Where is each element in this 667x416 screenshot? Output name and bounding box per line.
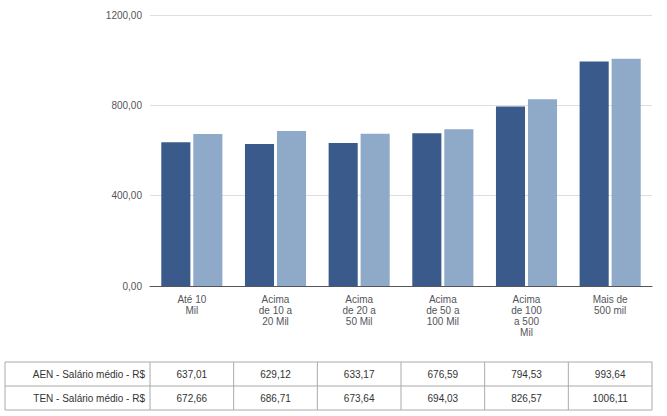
svg-text:Até 10: Até 10	[177, 294, 206, 305]
svg-text:Acima: Acima	[513, 294, 541, 305]
svg-text:de 100: de 100	[511, 305, 542, 316]
svg-text:629,12: 629,12	[260, 369, 291, 380]
svg-text:1006,11: 1006,11	[592, 393, 628, 404]
svg-text:672,66: 672,66	[177, 393, 208, 404]
svg-text:100 Mil: 100 Mil	[427, 316, 459, 327]
svg-text:TEN - Salário médio - R$: TEN - Salário médio - R$	[33, 393, 145, 404]
svg-text:Acima: Acima	[345, 294, 373, 305]
svg-text:1200,00: 1200,00	[106, 10, 143, 21]
svg-text:633,17: 633,17	[344, 369, 375, 380]
svg-text:Mais de: Mais de	[593, 294, 628, 305]
svg-text:0,00: 0,00	[123, 281, 143, 292]
svg-text:20 Mil: 20 Mil	[262, 316, 289, 327]
svg-text:de 20 a: de 20 a	[342, 305, 376, 316]
svg-text:676,59: 676,59	[428, 369, 459, 380]
svg-text:AEN - Salário médio - R$: AEN - Salário médio - R$	[33, 369, 146, 380]
svg-text:de 50 a: de 50 a	[426, 305, 460, 316]
svg-text:673,64: 673,64	[344, 393, 375, 404]
svg-text:Mil: Mil	[185, 305, 198, 316]
svg-text:500 mil: 500 mil	[594, 305, 626, 316]
svg-text:794,53: 794,53	[511, 369, 542, 380]
svg-text:a 500: a 500	[514, 316, 539, 327]
svg-text:50 Mil: 50 Mil	[346, 316, 373, 327]
svg-text:993,64: 993,64	[595, 369, 626, 380]
svg-text:826,57: 826,57	[511, 393, 542, 404]
svg-text:Acima: Acima	[429, 294, 457, 305]
svg-text:400,00: 400,00	[111, 190, 142, 201]
svg-text:800,00: 800,00	[111, 100, 142, 111]
svg-text:Acima: Acima	[262, 294, 290, 305]
svg-text:686,71: 686,71	[260, 393, 291, 404]
svg-text:637,01: 637,01	[177, 369, 208, 380]
svg-text:Mil: Mil	[520, 327, 533, 338]
svg-text:694,03: 694,03	[428, 393, 459, 404]
svg-text:de 10 a: de 10 a	[259, 305, 293, 316]
